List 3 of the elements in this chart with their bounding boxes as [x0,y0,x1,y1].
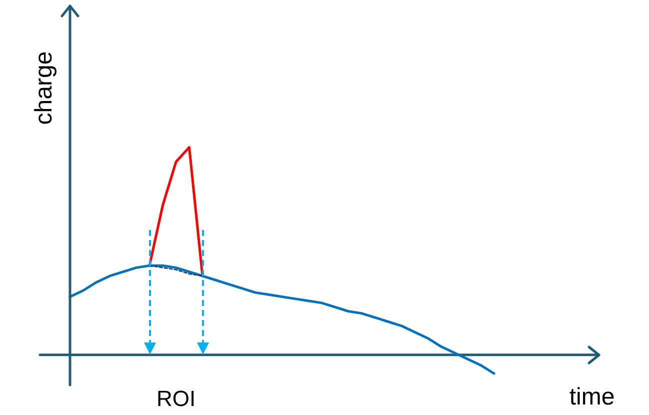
text: ROI [156,386,196,411]
y-axis-title: charge [30,51,58,125]
x-axis-title: time [569,384,615,411]
